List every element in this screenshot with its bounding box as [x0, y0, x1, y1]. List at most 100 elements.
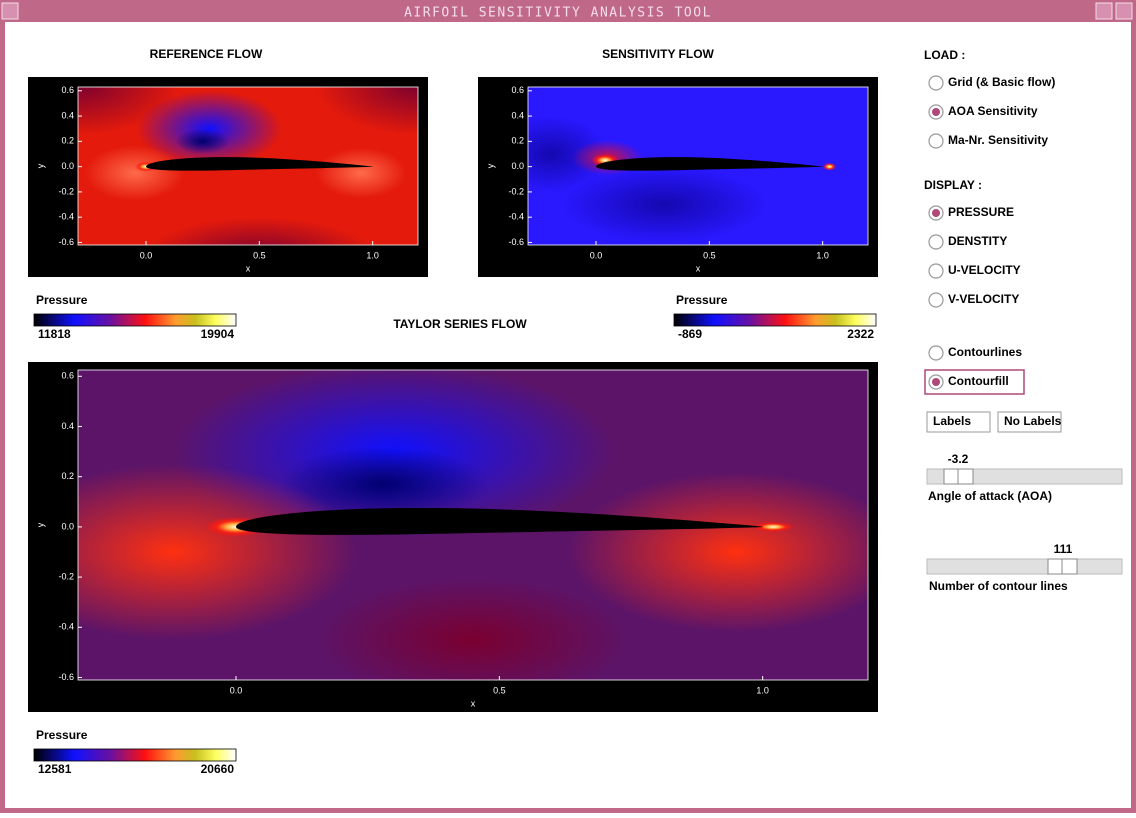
radio-button[interactable]	[928, 133, 944, 149]
radio-dot	[932, 209, 940, 217]
radio-label[interactable]: PRESSURE	[948, 205, 1014, 219]
window-menu-button[interactable]	[1, 2, 19, 20]
radio-label[interactable]: Contourfill	[948, 374, 1009, 388]
y-tick-label: 0.0	[61, 161, 74, 171]
y-tick-label: -0.6	[508, 237, 524, 247]
field-blob	[175, 128, 230, 154]
plot-frame	[77, 369, 869, 681]
y-axis-label: y	[35, 522, 45, 527]
x-tick-label: 1.0	[816, 250, 829, 260]
button-label[interactable]: Labels	[933, 414, 971, 428]
focus-box	[924, 369, 1025, 395]
colorbar-label: Pressure	[36, 728, 88, 742]
y-tick-label: -0.6	[58, 237, 74, 247]
y-tick-label: 0.0	[61, 521, 74, 531]
airfoil	[236, 507, 763, 535]
field-blob	[315, 577, 631, 680]
x-tick-label: 1.0	[756, 685, 769, 695]
field-blob	[528, 116, 608, 192]
colorbar-label: Pressure	[36, 293, 88, 307]
plot-title: REFERENCE FLOW	[150, 47, 263, 61]
slider-label: Angle of attack (AOA)	[928, 489, 1052, 503]
radio-dot	[932, 378, 940, 386]
button[interactable]	[997, 411, 1062, 433]
y-tick-label: 0.4	[61, 421, 74, 431]
button[interactable]	[926, 411, 991, 433]
radio-label[interactable]: Grid (& Basic flow)	[948, 75, 1055, 89]
y-tick-label: -0.2	[58, 186, 74, 196]
radio-label[interactable]: DENSTITY	[948, 234, 1007, 248]
x-tick-label: 0.0	[590, 250, 603, 260]
y-tick-label: -0.4	[58, 622, 74, 632]
radio-button[interactable]	[928, 234, 944, 250]
radio-label[interactable]: U-VELOCITY	[948, 263, 1021, 277]
x-axis-label: x	[696, 263, 701, 273]
y-tick-label: -0.2	[508, 186, 524, 196]
window-maximize-button[interactable]	[1115, 2, 1133, 20]
field-blob	[278, 446, 489, 522]
section-heading: DISPLAY :	[924, 178, 982, 192]
flow-field	[78, 87, 418, 245]
radio-button[interactable]	[928, 263, 944, 279]
field-blob	[567, 471, 868, 633]
x-tick-label: 0.5	[703, 250, 716, 260]
y-tick-label: 0.4	[61, 110, 74, 120]
radio-button[interactable]	[928, 75, 944, 91]
colorbar	[673, 313, 877, 327]
slider-thumb[interactable]	[1061, 558, 1078, 575]
slider-thumb[interactable]	[943, 468, 959, 485]
colorbar-max: 2322	[847, 327, 874, 341]
radio-button[interactable]	[928, 345, 944, 361]
colorbar-max: 19904	[201, 327, 235, 341]
radio-label[interactable]: AOA Sensitivity	[948, 104, 1038, 118]
y-axis-label: y	[485, 163, 495, 168]
y-tick-label: 0.2	[511, 136, 524, 146]
radio-label[interactable]: Contourlines	[948, 345, 1022, 359]
field-blob	[752, 521, 795, 532]
x-tick-label: 0.5	[493, 685, 506, 695]
x-tick-label: 0.0	[230, 685, 243, 695]
field-blob	[150, 217, 369, 245]
slider-value: 111	[1054, 542, 1073, 556]
x-tick-label: 0.5	[253, 250, 266, 260]
plot-title: TAYLOR SERIES FLOW	[393, 317, 527, 331]
colorbar-min: -869	[678, 327, 702, 341]
x-axis-label: x	[471, 698, 476, 708]
y-tick-label: 0.6	[61, 85, 74, 95]
x-tick-label: 1.0	[366, 250, 379, 260]
flow-field	[528, 87, 868, 245]
y-axis-label: y	[35, 163, 45, 168]
plot-title: SENSITIVITY FLOW	[602, 47, 714, 61]
airfoil	[596, 157, 823, 171]
slider-thumb[interactable]	[1047, 558, 1063, 575]
slider-track[interactable]	[926, 558, 1123, 575]
colorbar-max: 20660	[201, 762, 235, 776]
radio-label[interactable]: Ma-Nr. Sensitivity	[948, 133, 1048, 147]
colorbar-min: 11818	[38, 327, 71, 341]
colorbar-label: Pressure	[676, 293, 728, 307]
field-blob	[316, 87, 418, 136]
y-tick-label: 0.2	[61, 471, 74, 481]
section-heading: LOAD :	[924, 48, 965, 62]
field-blob	[316, 147, 407, 199]
radio-label[interactable]: V-VELOCITY	[948, 292, 1019, 306]
field-blob	[822, 162, 837, 171]
y-tick-label: 0.4	[511, 110, 524, 120]
field-blob	[78, 464, 358, 640]
flow-field	[78, 370, 868, 680]
y-tick-label: 0.6	[511, 85, 524, 95]
slider-thumb[interactable]	[957, 468, 974, 485]
x-axis-label: x	[246, 263, 251, 273]
y-tick-label: 0.6	[61, 371, 74, 381]
y-tick-label: -0.6	[58, 672, 74, 682]
y-tick-label: 0.0	[511, 161, 524, 171]
slider-track[interactable]	[926, 468, 1123, 485]
field-blob	[562, 166, 766, 243]
field-blob	[136, 90, 282, 167]
y-tick-label: 0.2	[61, 136, 74, 146]
x-tick-label: 0.0	[140, 250, 153, 260]
slider-value: -3.2	[948, 452, 969, 466]
button-label[interactable]: No Labels	[1004, 414, 1062, 428]
window-restore-button[interactable]	[1095, 2, 1113, 20]
radio-button[interactable]	[928, 292, 944, 308]
